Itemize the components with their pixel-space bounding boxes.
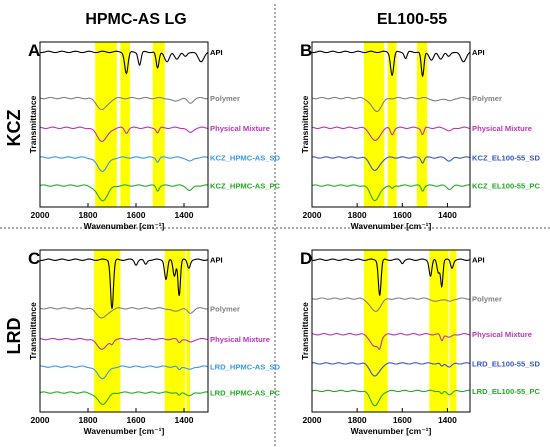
x-tick-label-a-1: 2000: [31, 210, 50, 220]
plot-frame-d: [311, 249, 471, 413]
highlight-band-b-2: [387, 42, 397, 207]
series-line-c-1: [39, 258, 209, 309]
x-axis-title-a: Wavenumber [cm⁻¹]: [84, 221, 165, 231]
series-label-c-2: Polymer: [210, 304, 240, 313]
column-title-hpmc: HPMC-AS LG: [85, 11, 186, 28]
series-label-d-4: LRD_EL100-55_SD: [472, 359, 540, 368]
series-line-b-4: [311, 156, 471, 171]
x-axis-title-d: Wavenumber [cm⁻¹]: [351, 426, 432, 436]
series-label-c-3: Physical Mixture: [210, 335, 270, 344]
highlight-band-d-2: [429, 250, 449, 412]
x-tick-label-c-4: 1400: [175, 415, 194, 425]
panel-a: API Polymer Physical Mixture KCZ_HPMC-AS_SD…: [28, 41, 281, 231]
panel-letter-a: A: [28, 41, 40, 60]
x-tick-label-c-1: 2000: [31, 415, 50, 425]
series-line-a-3: [39, 126, 208, 142]
series-label-a-5: KCZ_HPMC-AS_PC: [210, 182, 281, 191]
series-label-a-3: Physical Mixture: [210, 124, 270, 133]
y-axis-title-d: Transmittance: [300, 302, 310, 360]
x-tick-label-d-1: 2000: [303, 415, 322, 425]
series-line-a-4: [39, 156, 209, 172]
series-line-d-5: [311, 389, 471, 407]
series-line-a-1: [39, 50, 209, 75]
series-line-d-1: [311, 258, 471, 296]
x-tick-label-b-1: 2000: [303, 210, 322, 220]
series-line-c-3: [39, 337, 209, 350]
series-line-a-5: [39, 184, 209, 202]
series-label-d-5: LRD_EL100-55_PC: [472, 387, 540, 396]
plot-frame-a: [39, 41, 209, 208]
highlight-band-a-1: [95, 42, 117, 207]
highlight-band-c-3: [186, 250, 190, 412]
series-line-d-4: [311, 362, 471, 377]
series-label-b-1: API: [472, 48, 485, 57]
highlight-band-d-3: [449, 250, 457, 412]
highlight-band-a-3: [152, 42, 159, 207]
x-axis-title-c: Wavenumber [cm⁻¹]: [84, 426, 165, 436]
series-line-b-2: [311, 96, 471, 112]
highlight-band-b-1: [363, 42, 385, 207]
row-title-kcz: KCZ: [4, 110, 24, 147]
x-tick-label-b-2: 1800: [348, 210, 367, 220]
highlight-band-d-1: [363, 250, 388, 412]
x-tick-label-b-4: 1400: [438, 210, 457, 220]
series-line-c-4: [39, 365, 209, 380]
series-line-b-5: [311, 184, 471, 202]
series-line-b-1: [311, 50, 471, 78]
panel-d: API Polymer Physical Mixture LRD_EL100-55_S…: [300, 249, 540, 436]
x-tick-label-c-2: 1800: [79, 415, 98, 425]
y-axis-title-a: Transmittance: [28, 95, 38, 153]
highlight-band-b-3: [416, 42, 428, 207]
series-line-d-2: [311, 297, 471, 312]
series-label-c-1: API: [210, 256, 223, 265]
series-line-c-2: [39, 307, 209, 319]
series-label-b-4: KCZ_EL100-55_SD: [472, 154, 540, 163]
series-line-a-2: [39, 96, 209, 111]
series-label-a-4: KCZ_HPMC-AS_SD: [210, 154, 281, 163]
series-label-d-2: Polymer: [472, 295, 502, 304]
series-label-a-2: Polymer: [210, 94, 240, 103]
highlight-band-a-2: [120, 42, 130, 207]
x-tick-label-a-2: 1800: [79, 210, 98, 220]
series-line-b-3: [311, 126, 470, 141]
panel-letter-c: C: [28, 249, 40, 268]
series-label-c-4: LRD_HPMC-AS_SD: [210, 363, 281, 372]
panel-b: API Polymer Physical Mixture KCZ_EL100-55_S…: [300, 41, 540, 231]
series-line-d-3: [311, 333, 470, 350]
series-label-d-1: API: [472, 256, 485, 265]
panel-c: API Polymer Physical Mixture LRD_HPMC-AS_SD…: [28, 249, 281, 436]
column-title-el100: EL100-55: [377, 11, 447, 28]
series-label-b-5: KCZ_EL100-55_PC: [472, 182, 540, 191]
series-label-c-5: LRD_HPMC-AS_PC: [210, 389, 281, 398]
plot-frame-c: [39, 249, 209, 413]
series-label-b-2: Polymer: [472, 94, 502, 103]
y-axis-title-b: Transmittance: [300, 95, 310, 153]
x-tick-label-b-3: 1600: [393, 210, 412, 220]
plot-frame-b: [311, 41, 471, 208]
row-title-lrd: LRD: [4, 318, 24, 355]
series-line-c-5: [39, 391, 209, 405]
x-tick-label-c-3: 1600: [127, 415, 146, 425]
x-tick-label-d-3: 1600: [393, 415, 412, 425]
highlight-band-a-4: [158, 42, 165, 207]
panel-letter-d: D: [300, 249, 312, 268]
series-label-d-3: Physical Mixture: [472, 330, 532, 339]
x-tick-label-a-4: 1400: [175, 210, 194, 220]
series-label-b-3: Physical Mixture: [472, 124, 532, 133]
x-tick-label-d-4: 1400: [438, 415, 457, 425]
x-tick-label-d-2: 1800: [348, 415, 367, 425]
y-axis-title-c: Transmittance: [28, 302, 38, 360]
panel-letter-b: B: [300, 41, 312, 60]
panels-group: API Polymer Physical Mixture KCZ_HPMC-AS_SD…: [28, 41, 540, 436]
series-label-a-1: API: [210, 48, 223, 57]
x-tick-label-a-3: 1600: [127, 210, 146, 220]
x-axis-title-b: Wavenumber [cm⁻¹]: [351, 221, 432, 231]
highlight-band-c-1: [94, 250, 121, 412]
